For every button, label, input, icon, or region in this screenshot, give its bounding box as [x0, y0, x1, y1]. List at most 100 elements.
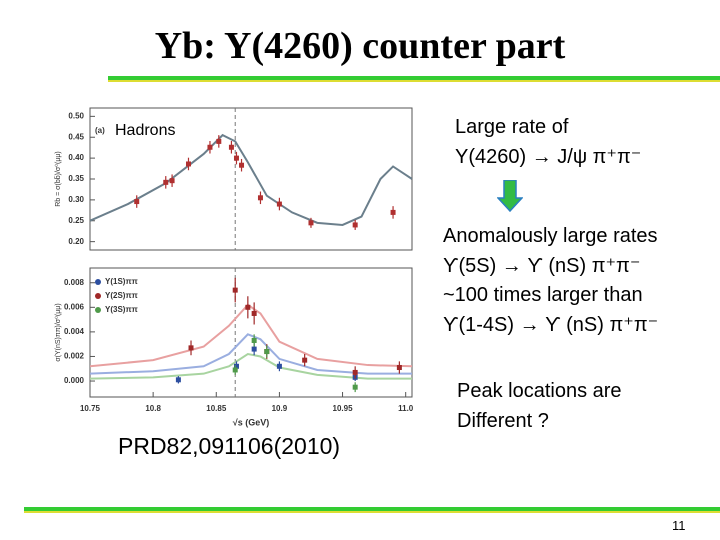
marker [163, 179, 169, 185]
annotation: Hadrons [115, 122, 175, 139]
marker [308, 220, 314, 226]
plots: 0.50 0.45 0.40 0.35 0.30 0.25 0.20 Rb = σ(bb̄)/… [54, 107, 433, 427]
panel-label: (a) [95, 126, 105, 135]
data-point [216, 135, 222, 148]
data-point [308, 217, 314, 228]
y-tick-label: 0.45 [68, 132, 84, 141]
rule [24, 507, 720, 511]
marker [239, 162, 245, 168]
data-point [302, 354, 308, 367]
y-tick-label: 0.004 [64, 327, 85, 336]
data-point [251, 302, 257, 325]
data-point [245, 296, 251, 319]
text-block: Large rate of Y(4260) → J/ψ π⁺π⁻ [455, 112, 641, 172]
data-point [232, 365, 238, 375]
reference: PRD82,091106(2010) [118, 433, 341, 459]
x-tick-label: 10.8 [145, 404, 161, 413]
data-point [428, 371, 433, 378]
x-tick-label: 10.95 [333, 404, 354, 413]
line: Anomalously large rates [443, 225, 658, 247]
line: ~100 times larger than [443, 284, 643, 307]
y-axis-label: σ(Υ(nS)ππ)/σ⁰(μμ) [54, 303, 62, 361]
y-tick-label: 0.35 [68, 174, 84, 183]
marker [276, 201, 282, 207]
marker [185, 161, 191, 167]
data-point [352, 382, 358, 393]
slide-title: Yb: Y(4260) counter part [154, 25, 566, 67]
legend-label: Υ(2S)ππ [105, 291, 138, 300]
x-axis-label: √s (GeV) [233, 417, 269, 427]
y-tick-label: 0.25 [68, 216, 84, 225]
data-point [188, 340, 194, 356]
y-tick-label: 0.006 [64, 302, 85, 311]
plot-frame [89, 267, 413, 398]
text-block: Peak locations are Different ? [457, 376, 622, 436]
y-tick-label: 0.30 [68, 195, 84, 204]
line: Y(4260) → J/ψ π⁺π⁻ [455, 146, 642, 168]
rule [24, 511, 720, 513]
data-point [163, 176, 169, 189]
marker [257, 195, 263, 201]
data-point [169, 174, 175, 187]
legend-marker [95, 307, 101, 313]
plot-frame [89, 107, 413, 251]
marker [188, 345, 194, 351]
marker [396, 365, 402, 371]
data-point [175, 376, 181, 384]
marker [233, 155, 239, 161]
text-block: Anomalously large rates ϒ(5S) → ϒ (nS) π… [443, 222, 658, 341]
line: Different ? [457, 410, 549, 432]
page-number: 11 [672, 518, 686, 533]
marker [251, 346, 257, 352]
legend-label: Υ(3S)ππ [105, 305, 138, 314]
x-tick-label: 11.0 [398, 404, 414, 413]
marker [134, 199, 140, 205]
y-tick-label: 0.20 [68, 237, 84, 246]
marker [390, 209, 396, 215]
marker [264, 349, 270, 355]
y-tick-label: 0.40 [68, 153, 84, 162]
data-point [352, 219, 358, 230]
data-point [232, 277, 238, 303]
line: Peak locations are [457, 380, 622, 402]
marker [207, 144, 213, 150]
arrow [497, 180, 523, 212]
x-tick-label: 10.9 [272, 404, 288, 413]
y-tick-label: 0.50 [68, 111, 84, 120]
marker [302, 357, 308, 363]
data-point [134, 195, 140, 208]
data-point [264, 345, 270, 358]
marker [251, 337, 257, 343]
data-point [251, 334, 257, 347]
rule [108, 76, 720, 80]
marker [169, 178, 175, 184]
marker [175, 377, 181, 383]
data-point [239, 158, 245, 172]
x-tick-label: 10.85 [206, 404, 227, 413]
data-point [257, 191, 263, 205]
marker [352, 369, 358, 375]
data-point [390, 206, 396, 219]
line: ϒ(1-4S) → ϒ (nS) π⁺π⁻ [443, 314, 659, 337]
marker [232, 287, 238, 293]
y-axis-label: Rb = σ(bb̄)/σ⁰(μμ) [54, 151, 62, 207]
data-point [396, 361, 402, 374]
marker [233, 363, 239, 369]
legend-label: Υ(1S)ππ [105, 277, 138, 286]
marker [276, 363, 282, 369]
y-tick-label: 0.002 [64, 352, 85, 361]
data-point [352, 366, 358, 379]
data-point [276, 197, 282, 211]
y-tick-label: 0.008 [64, 278, 85, 287]
marker [352, 384, 358, 390]
y-tick-label: 0.000 [64, 376, 85, 385]
data-point [228, 140, 234, 154]
x-tick-label: 10.75 [80, 404, 101, 413]
legend-marker [95, 293, 101, 299]
marker [352, 222, 358, 228]
data-point [276, 361, 282, 372]
marker [216, 138, 222, 144]
line: Large rate of [455, 116, 569, 138]
data-point [185, 157, 191, 171]
